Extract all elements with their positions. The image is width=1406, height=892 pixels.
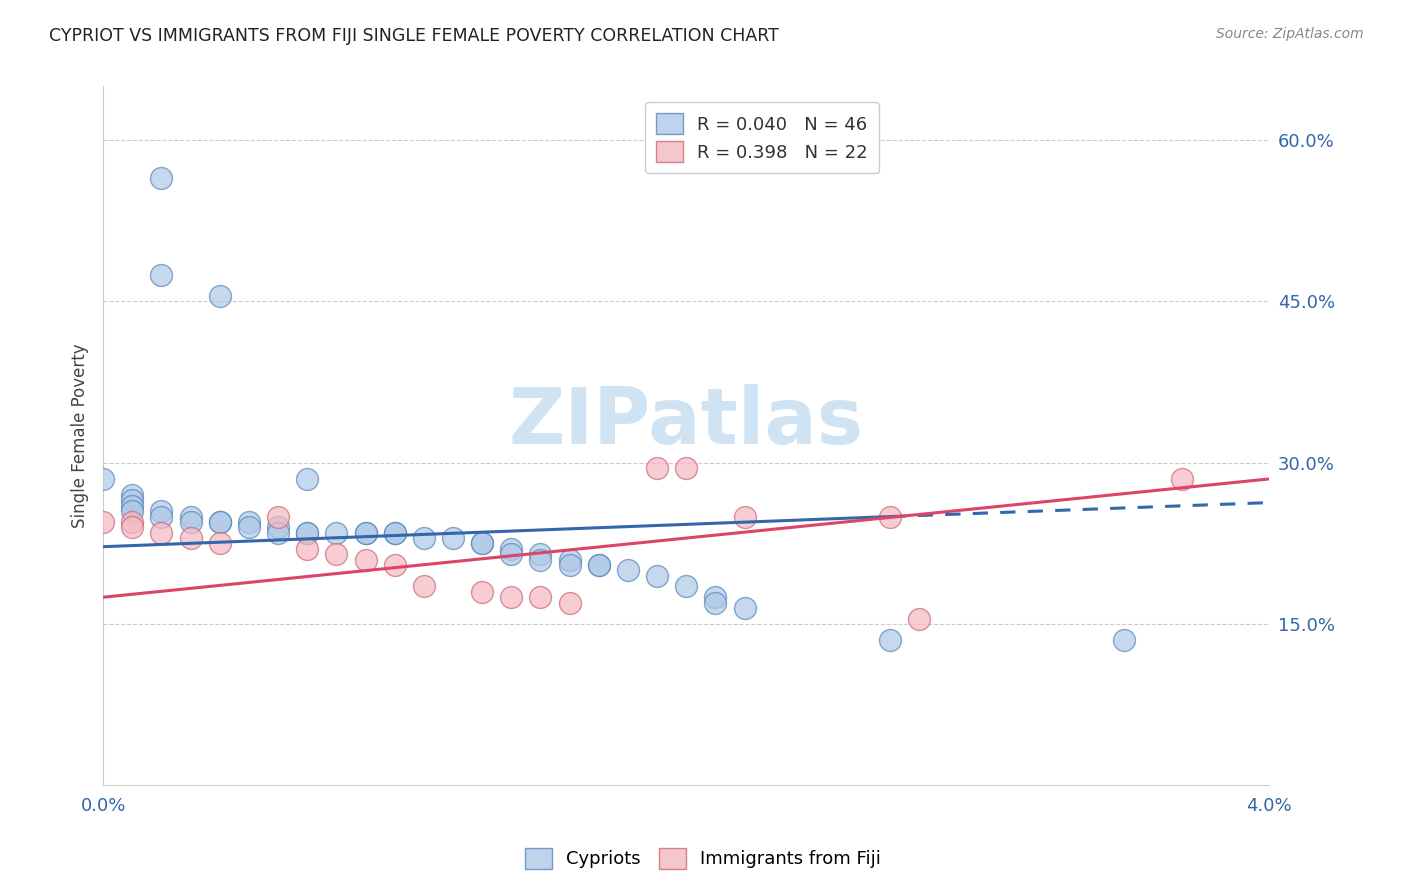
- Point: [150, 170, 173, 185]
- Point: [238, 520, 260, 534]
- Point: [150, 525, 173, 540]
- Point: [121, 520, 143, 534]
- Point: [412, 579, 434, 593]
- Point: [121, 515, 143, 529]
- Point: [180, 531, 202, 545]
- Point: [208, 289, 231, 303]
- Point: [704, 591, 727, 605]
- Point: [384, 558, 406, 572]
- Point: [121, 499, 143, 513]
- Point: [412, 531, 434, 545]
- Point: [91, 515, 114, 529]
- Point: [501, 591, 523, 605]
- Point: [180, 515, 202, 529]
- Point: [354, 552, 377, 566]
- Point: [471, 536, 494, 550]
- Point: [588, 558, 610, 572]
- Point: [295, 525, 318, 540]
- Text: Source: ZipAtlas.com: Source: ZipAtlas.com: [1216, 27, 1364, 41]
- Point: [471, 536, 494, 550]
- Point: [384, 525, 406, 540]
- Point: [295, 525, 318, 540]
- Point: [558, 558, 581, 572]
- Point: [150, 504, 173, 518]
- Point: [645, 568, 668, 582]
- Point: [354, 525, 377, 540]
- Point: [121, 493, 143, 508]
- Point: [704, 596, 727, 610]
- Point: [1112, 633, 1135, 648]
- Point: [208, 515, 231, 529]
- Point: [150, 268, 173, 282]
- Point: [267, 525, 290, 540]
- Point: [91, 472, 114, 486]
- Point: [501, 547, 523, 561]
- Point: [325, 525, 347, 540]
- Point: [384, 525, 406, 540]
- Point: [325, 547, 347, 561]
- Point: [558, 552, 581, 566]
- Point: [529, 547, 551, 561]
- Point: [645, 461, 668, 475]
- Point: [471, 585, 494, 599]
- Point: [879, 509, 901, 524]
- Point: [208, 536, 231, 550]
- Point: [675, 461, 697, 475]
- Point: [734, 509, 756, 524]
- Point: [441, 531, 464, 545]
- Point: [908, 612, 931, 626]
- Legend: R = 0.040   N = 46, R = 0.398   N = 22: R = 0.040 N = 46, R = 0.398 N = 22: [645, 103, 879, 173]
- Y-axis label: Single Female Poverty: Single Female Poverty: [72, 343, 89, 528]
- Point: [295, 472, 318, 486]
- Point: [295, 541, 318, 556]
- Point: [238, 515, 260, 529]
- Point: [879, 633, 901, 648]
- Point: [1171, 472, 1194, 486]
- Point: [150, 509, 173, 524]
- Point: [558, 596, 581, 610]
- Point: [675, 579, 697, 593]
- Text: ZIPatlas: ZIPatlas: [509, 384, 863, 460]
- Point: [180, 509, 202, 524]
- Point: [501, 541, 523, 556]
- Point: [529, 591, 551, 605]
- Point: [529, 552, 551, 566]
- Point: [267, 509, 290, 524]
- Point: [267, 520, 290, 534]
- Text: CYPRIOT VS IMMIGRANTS FROM FIJI SINGLE FEMALE POVERTY CORRELATION CHART: CYPRIOT VS IMMIGRANTS FROM FIJI SINGLE F…: [49, 27, 779, 45]
- Legend: Cypriots, Immigrants from Fiji: Cypriots, Immigrants from Fiji: [517, 840, 889, 876]
- Point: [121, 488, 143, 502]
- Point: [354, 525, 377, 540]
- Point: [208, 515, 231, 529]
- Point: [588, 558, 610, 572]
- Point: [121, 504, 143, 518]
- Point: [734, 601, 756, 615]
- Point: [617, 563, 640, 577]
